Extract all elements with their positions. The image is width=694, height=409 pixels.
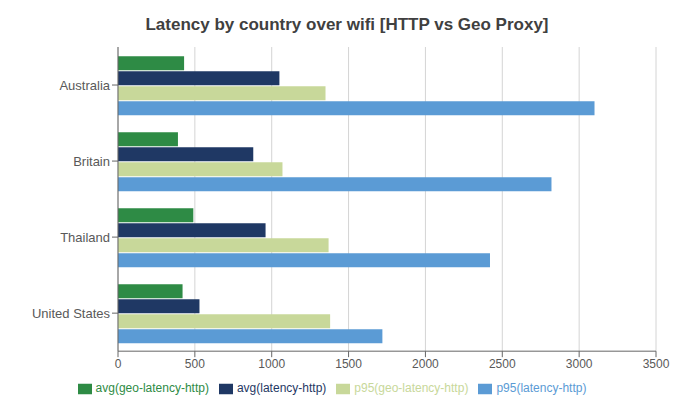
svg-text:United States: United States [32,306,111,321]
svg-text:Thailand: Thailand [60,230,110,245]
svg-text:Britain: Britain [73,154,110,169]
svg-text:0: 0 [115,357,122,371]
svg-text:2000: 2000 [412,357,439,371]
svg-text:1000: 1000 [258,357,285,371]
svg-text:1500: 1500 [335,357,362,371]
svg-text:500: 500 [185,357,205,371]
html-text:p95(geo-latency-http): p95(geo-latency-http) [354,381,469,396]
svg-text:3500: 3500 [643,357,670,371]
svg-text:Australia: Australia [59,78,110,93]
svg-text:2500: 2500 [489,357,516,371]
svg-text:3000: 3000 [566,357,593,371]
html-text:avg(geo-latency-http): avg(geo-latency-http) [95,381,209,396]
html-text:p95(latency-http): p95(latency-http) [496,381,587,396]
html-text:Latency by country over wifi [: Latency by country over wifi [HTTP vs Ge… [145,15,549,34]
html-text:avg(latency-http): avg(latency-http) [236,381,327,396]
